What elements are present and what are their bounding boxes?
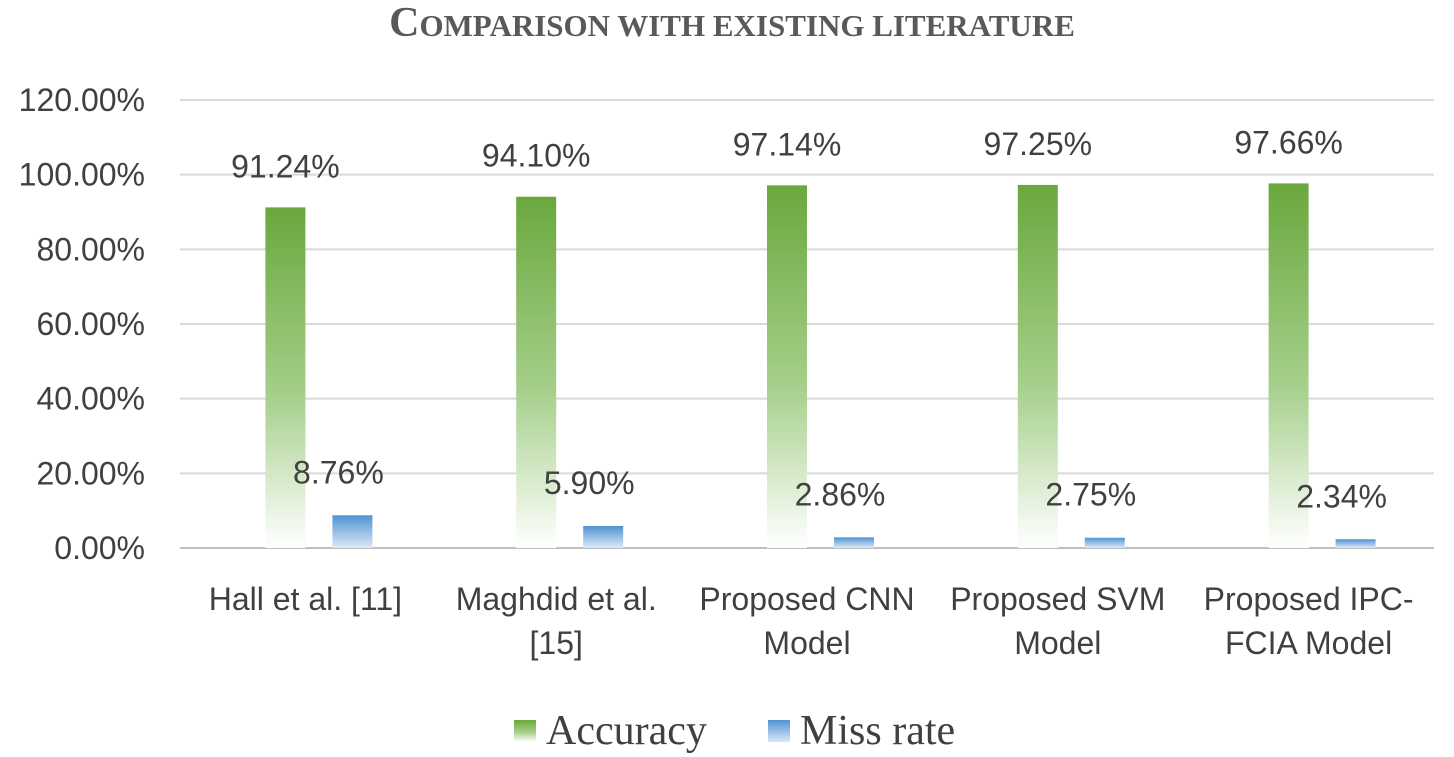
category-label: Hall et al. [11] [209,581,402,617]
accuracy-bar [265,207,306,548]
miss-rate-bar [1335,539,1376,548]
accuracy-bar [1017,184,1058,548]
y-tick-label: 80.00% [36,231,145,267]
miss-rate-bar [332,515,373,548]
legend-label-accuracy: Accuracy [546,708,707,754]
legend: Accuracy Miss rate [514,708,955,754]
data-labels: 91.24% 8.76% 94.10% 5.90% 97.14% 2.86% 97.25% 2… [231,124,1387,514]
y-tick-label: 100.00% [19,157,145,193]
accuracy-bar [767,185,807,548]
y-tick-label: 40.00% [36,381,145,417]
accuracy-bar [516,196,557,548]
accuracy-bar [1268,183,1309,549]
accuracy-data-label: 97.66% [1234,124,1343,160]
y-axis-tick-labels: 0.00% 20.00% 40.00% 60.00% 80.00% 100.00% 120.… [19,82,145,566]
accuracy-data-label: 91.24% [231,148,340,184]
legend-label-miss-rate: Miss rate [800,708,955,754]
miss-rate-data-label: 8.76% [293,454,384,490]
miss-rate-bar [1084,537,1125,548]
miss-rate-data-label: 2.34% [1296,478,1387,514]
accuracy-data-label: 97.25% [984,126,1093,162]
miss-rate-data-label: 2.75% [1045,477,1136,513]
y-tick-label: 120.00% [19,82,145,118]
miss-rate-bar [834,537,874,548]
y-tick-label: 60.00% [36,306,145,342]
accuracy-data-label: 97.14% [733,126,842,162]
x-axis-category-labels: Hall et al. [11] Maghdid et al. [15] Propos… [209,581,1414,661]
legend-swatch-miss-rate [768,720,790,742]
accuracy-data-label: 94.10% [482,138,591,174]
miss-rate-bar [583,525,624,548]
category-label: Maghdid et al. [15] [456,581,657,661]
y-tick-label: 20.00% [36,455,145,491]
bars [265,183,1376,549]
miss-rate-data-label: 2.86% [795,476,886,512]
category-label: Proposed CNN Model [699,581,914,661]
y-tick-label: 0.00% [54,530,145,566]
category-label: Proposed IPC-FCIA Model [1204,581,1414,661]
chart-title: COMPARISON WITH EXISTING LITERATURE [389,0,1075,46]
legend-swatch-accuracy [514,720,536,742]
category-label: Proposed SVM Model [950,581,1165,661]
miss-rate-data-label: 5.90% [544,465,635,501]
